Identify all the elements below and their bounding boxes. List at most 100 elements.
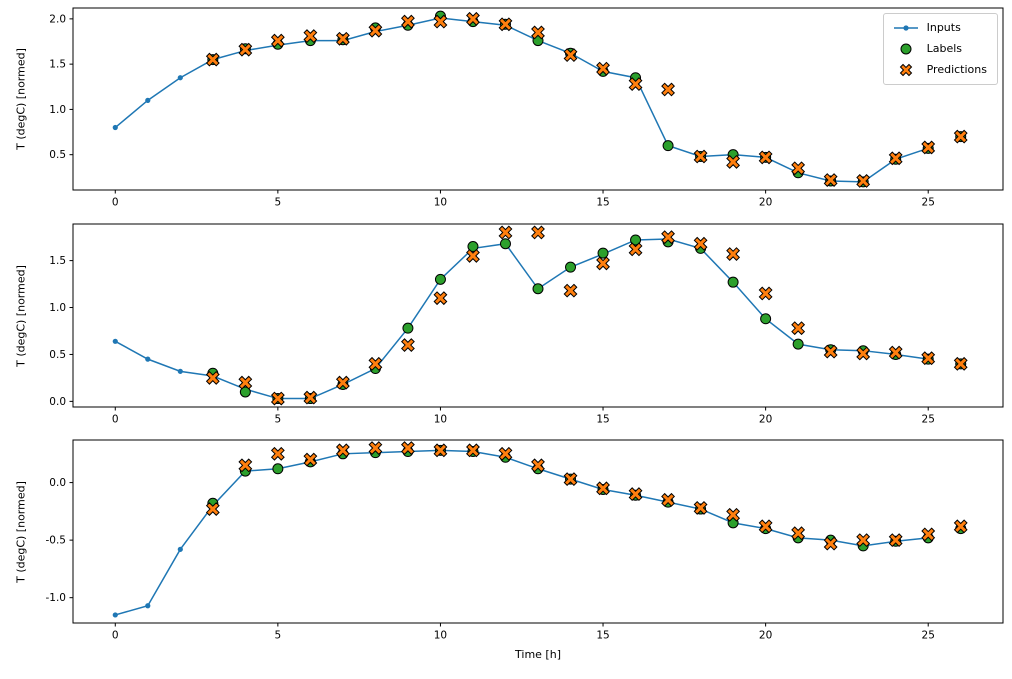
inputs-marker: [112, 124, 118, 131]
predictions-marker: [531, 225, 545, 240]
labels-marker: [402, 322, 414, 334]
predictions-marker: [953, 356, 968, 371]
x-tick-label: 25: [922, 197, 935, 209]
predictions-marker: [888, 533, 903, 548]
predictions-marker: [498, 225, 513, 240]
predictions-marker: [823, 536, 838, 551]
predictions-marker: [498, 446, 513, 461]
predictions-marker: [758, 519, 773, 534]
legend-label-predictions: Predictions: [926, 63, 987, 76]
inputs-swatch-dot: [903, 25, 909, 31]
predictions-marker: [953, 129, 968, 144]
x-tick-label: 20: [759, 630, 772, 642]
predictions-marker: [726, 155, 741, 169]
predictions-marker: [433, 443, 448, 458]
labels-marker: [239, 386, 251, 398]
predictions-marker: [791, 321, 806, 336]
inputs-marker: [145, 97, 151, 103]
labels-marker: [272, 463, 284, 475]
predictions-marker: [628, 487, 643, 502]
x-tick-label: 0: [112, 630, 119, 642]
subplot-3: 0 5 10 15 20 25 -1.0 -0.5 0.0: [46, 439, 1004, 642]
x-tick-label: 10: [434, 414, 447, 426]
predictions-marker: [661, 230, 675, 245]
predictions-marker: [368, 23, 383, 38]
labels-marker: [597, 247, 609, 259]
y-tick-label: 1.0: [49, 104, 66, 116]
predictions-marker: [335, 375, 350, 390]
predictions-marker: [368, 441, 383, 455]
inputs-line: [115, 449, 929, 616]
inputs-line-swatch: [893, 25, 918, 31]
predictions-marker: [693, 236, 708, 251]
x-tick-label: 0: [112, 414, 119, 426]
y-tick-label: 1.5: [49, 255, 66, 267]
predictions-marker: [791, 161, 806, 176]
labels-marker: [434, 273, 446, 285]
y-axis-label-subplot-3: T (degC) [normed]: [14, 481, 28, 583]
predictions-marker: [823, 173, 838, 187]
labels-marker: [532, 283, 544, 295]
legend-item-labels: Labels: [892, 42, 987, 56]
legend-item-inputs: Inputs: [892, 21, 987, 35]
predictions-marker: [238, 458, 253, 473]
x-tick-label: 5: [275, 414, 282, 426]
x-tick-label: 25: [922, 630, 935, 642]
x-tick-label: 10: [434, 630, 447, 642]
labels-marker: [565, 261, 577, 273]
predictions-marker: [726, 247, 741, 261]
predictions-marker: [921, 140, 936, 155]
x-tick-label: 15: [596, 197, 609, 209]
predictions-marker: [661, 492, 675, 507]
y-tick-label: 1.0: [49, 302, 66, 314]
predictions-marker: [661, 82, 675, 97]
predictions-marker: [531, 25, 545, 40]
labels-marker: [499, 238, 511, 250]
labels-circle-swatch: [900, 43, 912, 55]
predictions-marker: [270, 391, 285, 406]
y-tick-label: 0.0: [49, 396, 66, 408]
x-tick-label: 20: [759, 414, 772, 426]
y-tick-label: 2.0: [49, 13, 66, 25]
axes-frame: [72, 439, 1004, 624]
y-tick-label: 0.5: [49, 149, 66, 161]
predictions-marker: [628, 77, 643, 91]
predictions-marker: [205, 370, 220, 385]
predictions-marker: [303, 390, 318, 405]
predictions-marker: [563, 283, 578, 298]
predictions-marker: [791, 526, 806, 541]
predictions-marker: [466, 248, 480, 263]
x-axis-label: Time [h]: [515, 648, 561, 661]
inputs-marker: [177, 75, 183, 81]
predictions-marker: [693, 149, 708, 164]
predictions-marker: [628, 242, 643, 257]
legend-label-inputs: Inputs: [926, 21, 961, 34]
predictions-marker: [270, 446, 285, 461]
legend: Inputs Labels Predictions: [882, 13, 998, 85]
legend-item-predictions: Predictions: [892, 63, 987, 77]
predictions-marker: [433, 291, 448, 306]
y-axis-label-subplot-2: T (degC) [normed]: [14, 265, 28, 367]
predictions-marker: [238, 375, 253, 390]
predictions-marker: [921, 527, 936, 542]
predictions-marker: [238, 42, 253, 57]
predictions-marker: [856, 533, 871, 548]
x-tick-label: 25: [922, 414, 935, 426]
predictions-marker: [205, 502, 220, 516]
x-tick-label: 5: [275, 197, 282, 209]
predictions-marker: [856, 174, 871, 188]
y-tick-label: 0.0: [49, 477, 66, 489]
predictions-marker: [433, 14, 448, 29]
axes-frame: [72, 7, 1004, 191]
predictions-marker: [888, 151, 903, 166]
predictions-marker: [693, 500, 708, 515]
predictions-marker: [563, 472, 578, 487]
predictions-marker: [758, 286, 773, 301]
labels-marker: [662, 140, 674, 152]
predictions-marker: [596, 481, 610, 496]
subplot-2: 0 5 10 15 20 25 0.0 0.5 1.0 1.5: [49, 223, 1004, 426]
predictions-marker: [596, 256, 610, 271]
predictions-marker: [466, 443, 480, 458]
labels-marker: [760, 313, 772, 325]
